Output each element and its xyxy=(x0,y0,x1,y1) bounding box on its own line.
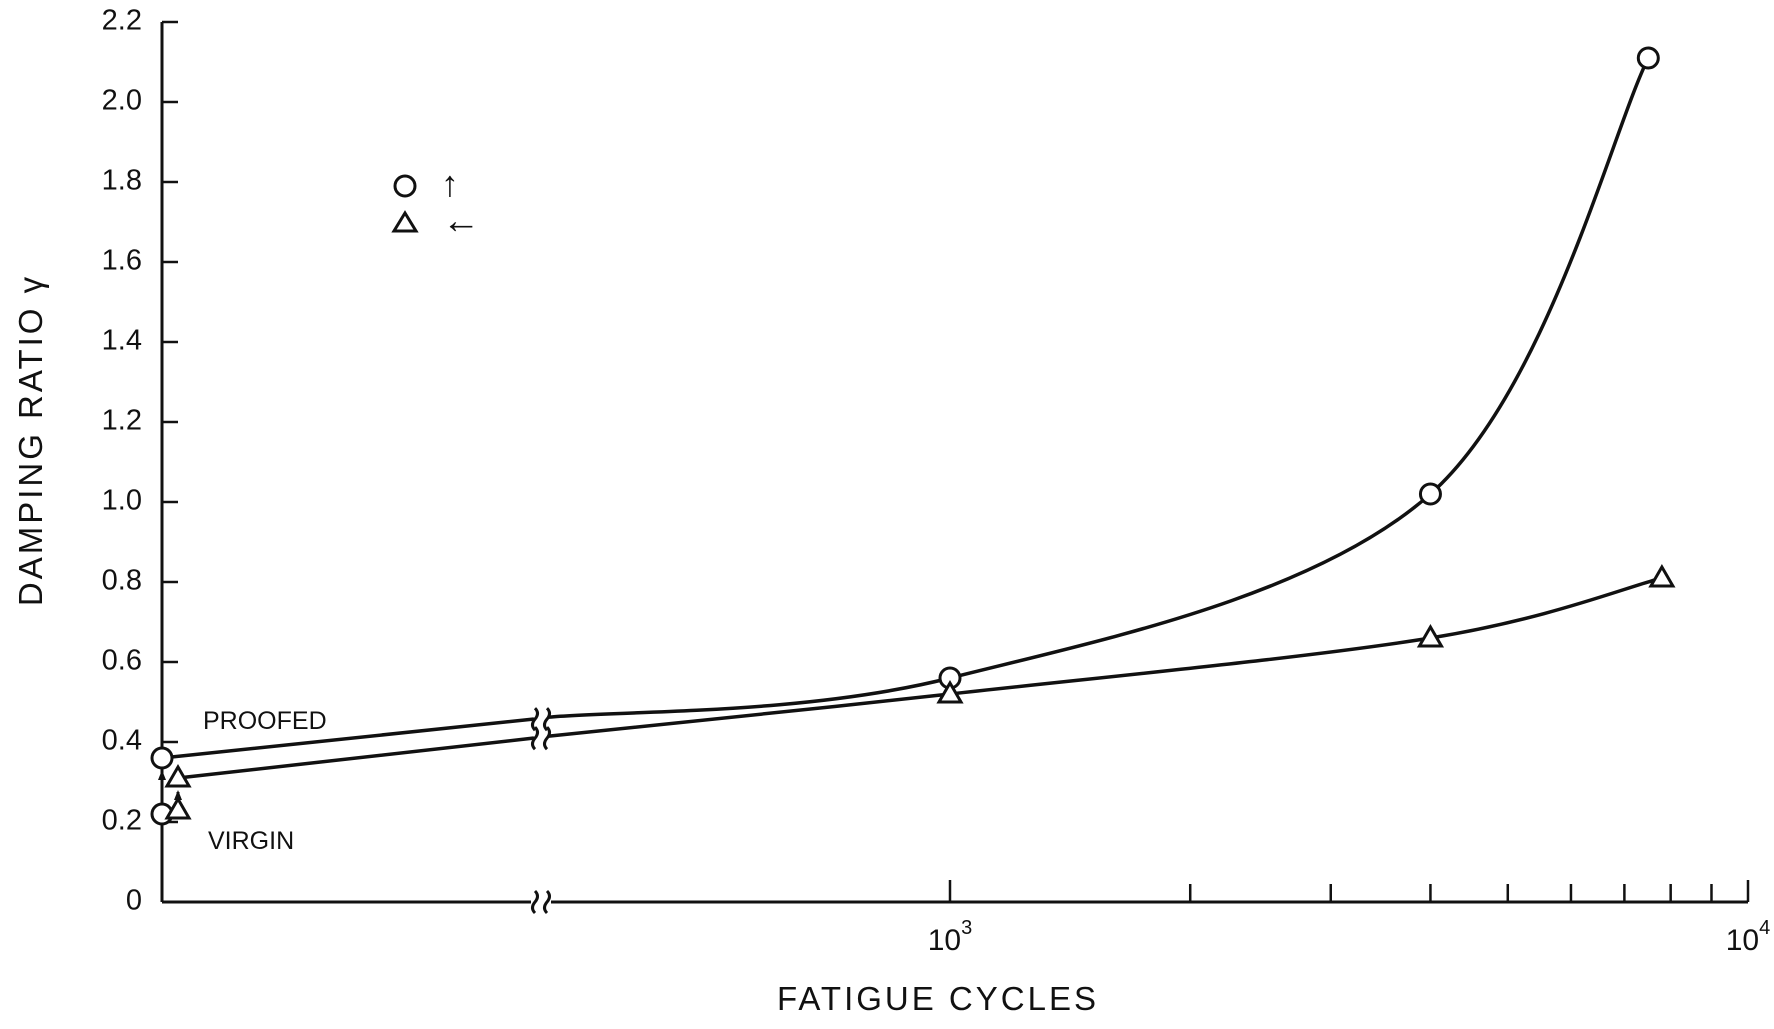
triangle-marker xyxy=(1648,564,1676,588)
y-tick-label: 0 xyxy=(126,885,142,917)
y-tick-label: 1.8 xyxy=(102,165,142,197)
y-tick-label: 2.2 xyxy=(102,5,142,37)
y-tick-label: 0.2 xyxy=(102,805,142,837)
series-0-curve xyxy=(547,56,1651,719)
y-tick-label: 1.0 xyxy=(102,485,142,517)
legend-circle-marker xyxy=(393,174,417,198)
series-markers xyxy=(150,46,1676,826)
circle-marker xyxy=(1636,46,1660,70)
legend: ↑← xyxy=(391,163,480,242)
x-axis-break-a xyxy=(531,889,539,915)
y-tick-label: 0.6 xyxy=(102,645,142,677)
series-1-curve xyxy=(547,576,1664,738)
triangle-marker xyxy=(164,796,192,820)
y-tick-label: 0.8 xyxy=(102,565,142,597)
series-1-break-b xyxy=(543,726,551,751)
y-tick-label: 1.6 xyxy=(102,245,142,277)
annotation-virgin: VIRGIN xyxy=(208,827,294,855)
series-0-break-b xyxy=(543,707,551,732)
x-axis-title: FATIGUE CYCLES xyxy=(777,980,1099,1017)
circle-marker xyxy=(150,746,174,770)
y-tick-label: 1.4 xyxy=(102,325,142,357)
series-0-segment-left xyxy=(160,717,535,760)
circle-marker xyxy=(1418,482,1442,506)
series-curves xyxy=(158,56,1664,802)
triangle-marker xyxy=(1416,624,1445,648)
series-1-break-a xyxy=(531,726,539,751)
x-axis-break-b xyxy=(543,889,551,915)
y-axis-ticks: 0 0.2 0.4 0.6 0.8 1.0 1.2 1.4 1.6 1.8 2.0 2.2 xyxy=(102,5,178,917)
y-tick-label: 0.4 xyxy=(102,725,142,757)
series-1-proof-arrowhead xyxy=(174,790,182,800)
series-0-break-a xyxy=(531,707,539,732)
annotation-proofed: PROOFED xyxy=(203,707,327,735)
legend-left-arrow: ← xyxy=(442,200,480,242)
y-axis-title: DAMPING RATIO γ xyxy=(12,274,49,606)
y-tick-label: 2.0 xyxy=(102,85,142,117)
x-tick-label: 103 xyxy=(928,917,973,957)
triangle-marker xyxy=(936,680,964,704)
series-1-segment-left xyxy=(176,736,535,780)
annotations: PROOFED VIRGIN xyxy=(203,707,327,855)
legend-triangle-marker xyxy=(391,210,419,233)
x-tick-label: 104 xyxy=(1726,917,1771,957)
triangle-marker xyxy=(164,764,192,788)
y-tick-label: 1.2 xyxy=(102,405,142,437)
x-axis-ticks: 103 104 xyxy=(928,880,1771,957)
series-0-proof-arrowhead xyxy=(158,770,166,780)
legend-up-arrow: ↑ xyxy=(441,163,459,204)
axes xyxy=(160,22,1748,915)
